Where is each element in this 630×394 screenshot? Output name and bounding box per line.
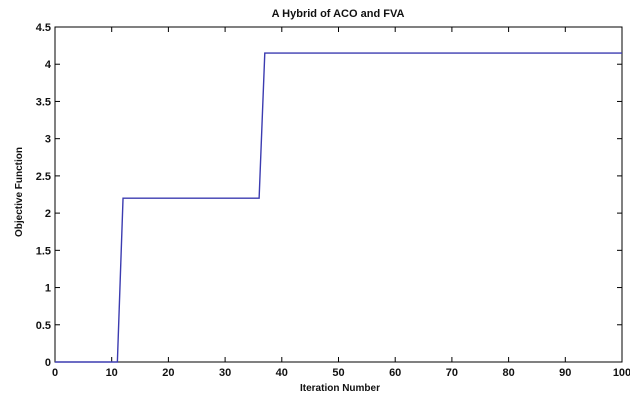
y-tick-label: 3.5 — [36, 96, 51, 108]
y-tick-label: 0 — [45, 357, 51, 369]
plot-frame — [54, 26, 623, 363]
x-axis-ticks: 0 10 20 30 40 50 60 70 80 90 100 — [52, 27, 630, 379]
x-tick-label: 30 — [219, 367, 231, 379]
x-axis-label: Iteration Number — [300, 383, 380, 394]
x-tick-label: 10 — [106, 367, 118, 379]
y-tick-label: 1.5 — [36, 245, 51, 257]
x-tick-label: 40 — [276, 367, 288, 379]
y-tick-label: 3 — [45, 134, 51, 146]
y-tick-label: 4 — [45, 59, 52, 71]
y-tick-label: 2 — [45, 208, 51, 220]
x-tick-label: 20 — [162, 367, 174, 379]
y-tick-label: 0.5 — [36, 320, 51, 332]
chart-title: A Hybrid of ACO and FVA — [272, 8, 405, 20]
x-tick-label: 90 — [559, 367, 571, 379]
series-line — [55, 52, 622, 363]
x-tick-label: 80 — [502, 367, 514, 379]
y-tick-label: 2.5 — [36, 171, 51, 183]
y-axis-ticks: 0 0.5 1 1.5 2 2.5 3 3.5 4 4.5 — [36, 22, 622, 369]
plot-area — [54, 26, 623, 363]
y-tick-label: 4.5 — [36, 22, 51, 34]
x-tick-label: 60 — [389, 367, 401, 379]
x-tick-label: 50 — [332, 367, 344, 379]
y-axis-label: Objective Function — [14, 147, 25, 237]
x-tick-label: 0 — [52, 367, 58, 379]
x-tick-label: 70 — [446, 367, 458, 379]
y-tick-label: 1 — [45, 283, 51, 295]
series-layer — [55, 52, 622, 363]
x-tick-label: 100 — [613, 367, 630, 379]
